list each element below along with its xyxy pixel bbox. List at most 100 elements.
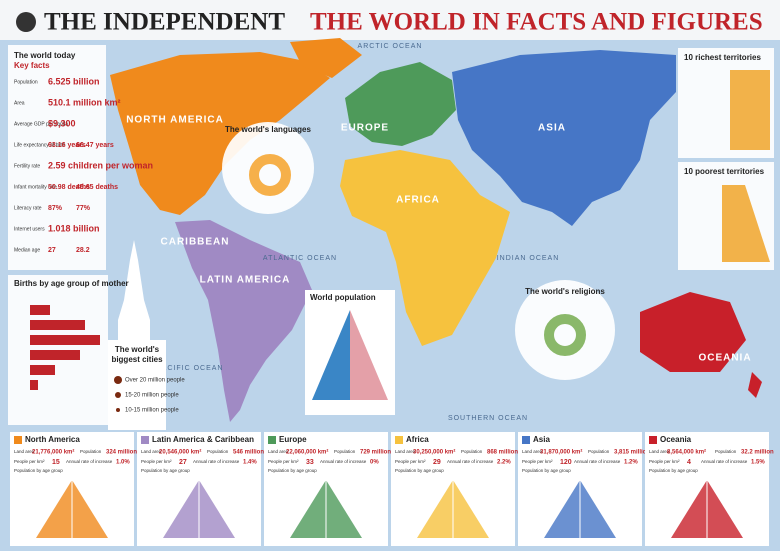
continent-label: LATIN AMERICA [200, 275, 291, 286]
continent-label: NORTH AMERICA [126, 115, 224, 126]
map [110, 38, 762, 422]
panel-title: biggest cities [111, 355, 163, 364]
stat-label: Population [588, 449, 610, 454]
stat-label: Population [715, 449, 737, 454]
region-swatch [14, 436, 22, 444]
stat-label: Annual rate of increase [447, 459, 494, 464]
stat-value: 30,250,000 km² [413, 449, 455, 456]
fact-value: 63.16 years [48, 142, 86, 149]
africa [340, 150, 510, 346]
continent-label: EUROPE [341, 123, 389, 134]
stat-label: Population by age group [141, 468, 190, 473]
stat-label: Annual rate of increase [66, 459, 113, 464]
stat-label: Population by age group [268, 468, 317, 473]
fact-value: 66.47 years [76, 142, 114, 149]
panel-title: World population [310, 293, 376, 302]
religions-ring [544, 314, 586, 356]
stat-value: 2.2% [497, 460, 511, 466]
panel-title: The world's [115, 345, 160, 354]
stat-label: Population by age group [522, 468, 571, 473]
stat-label: People per km² [649, 459, 680, 464]
stat-label: Population [207, 449, 229, 454]
north-america [110, 52, 330, 215]
stat-value: 20,546,000 km² [159, 449, 201, 456]
fact-label: Population [14, 79, 38, 85]
religions-panel [515, 280, 615, 380]
region-swatch [649, 436, 657, 444]
stat-value: 32.2 million [741, 450, 774, 456]
stat-value: 4 [687, 459, 691, 466]
stat-label: Population [334, 449, 356, 454]
stat-value: 15 [52, 459, 60, 466]
stat-label: People per km² [14, 459, 45, 464]
births-bar [30, 320, 85, 330]
stat-value: 120 [560, 459, 572, 466]
region-swatch [395, 436, 403, 444]
ocean-label: ATLANTIC OCEAN [263, 255, 337, 262]
ocean-label: INDIAN OCEAN [497, 255, 560, 262]
fact-value: 28.2 [76, 247, 90, 254]
fact-value: 1.018 billion [48, 223, 100, 233]
fact-value: 87% [48, 205, 63, 212]
stat-label: Annual rate of increase [193, 459, 240, 464]
cities-panel [108, 340, 166, 430]
legend-label: Over 20 million people [125, 378, 185, 384]
stat-label: Land area [268, 449, 289, 454]
stat-label: Land area [395, 449, 416, 454]
stat-label: Population [80, 449, 102, 454]
legend-symbol [115, 392, 121, 398]
ocean-label: SOUTHERN OCEAN [448, 415, 528, 422]
stat-value: 21,776,000 km² [32, 449, 74, 456]
stat-value: 27 [179, 459, 187, 466]
stat-value: 868 million [487, 450, 518, 456]
latin-america [175, 220, 312, 422]
births-bar [30, 365, 55, 375]
stat-value: 324 million [106, 450, 137, 456]
fact-label: Literacy rate [14, 205, 42, 211]
europe [345, 62, 456, 146]
region-name: North America [25, 435, 80, 444]
ocean-label: ARCTIC OCEAN [358, 43, 423, 50]
fact-label: Life expectancy at birth [14, 142, 66, 148]
panel-title: 10 poorest territories [684, 167, 765, 176]
fact-value: 50.98 deaths [48, 184, 90, 191]
births-bar [30, 305, 50, 315]
stat-value: 1.0% [116, 460, 130, 466]
legend-label: 10-15 million people [125, 408, 179, 414]
stat-value: 8,564,000 km² [667, 449, 706, 456]
stat-label: People per km² [141, 459, 172, 464]
legend-symbol [114, 376, 122, 384]
stat-label: Land area [522, 449, 543, 454]
panel-title: 10 richest territories [684, 53, 761, 62]
stat-label: Land area [14, 449, 35, 454]
fact-label: Fertility rate [14, 163, 40, 169]
brand: THE INDEPENDENT [44, 9, 285, 36]
key-facts-subtitle: Key facts [14, 61, 50, 70]
key-facts-title: The world today [14, 51, 76, 60]
stat-label: Population [461, 449, 483, 454]
richest-bars [730, 70, 770, 150]
fact-value: $9,300 [48, 118, 76, 128]
legend-symbol [116, 408, 120, 412]
greenland [290, 38, 362, 78]
ocean-label: PACIFIC OCEAN [157, 365, 224, 372]
poster-title: THE WORLD IN FACTS AND FIGURES [310, 9, 763, 36]
births-bar [30, 350, 80, 360]
asia [452, 50, 676, 226]
continent-label: AFRICA [396, 195, 440, 206]
key-facts-panel [8, 45, 106, 270]
births-bar [30, 380, 38, 390]
stat-label: Annual rate of increase [574, 459, 621, 464]
stat-value: 0% [370, 460, 379, 466]
region-swatch [522, 436, 530, 444]
births-bar [30, 335, 100, 345]
stat-value: 546 million [233, 450, 264, 456]
region-swatch [141, 436, 149, 444]
legend-label: 15-20 million people [125, 393, 179, 399]
stat-label: People per km² [522, 459, 553, 464]
region-name: Asia [533, 435, 550, 444]
fact-value: 27 [48, 247, 56, 254]
fact-value: 510.1 million km² [48, 97, 121, 107]
fact-value: 2.59 children per woman [48, 160, 153, 170]
